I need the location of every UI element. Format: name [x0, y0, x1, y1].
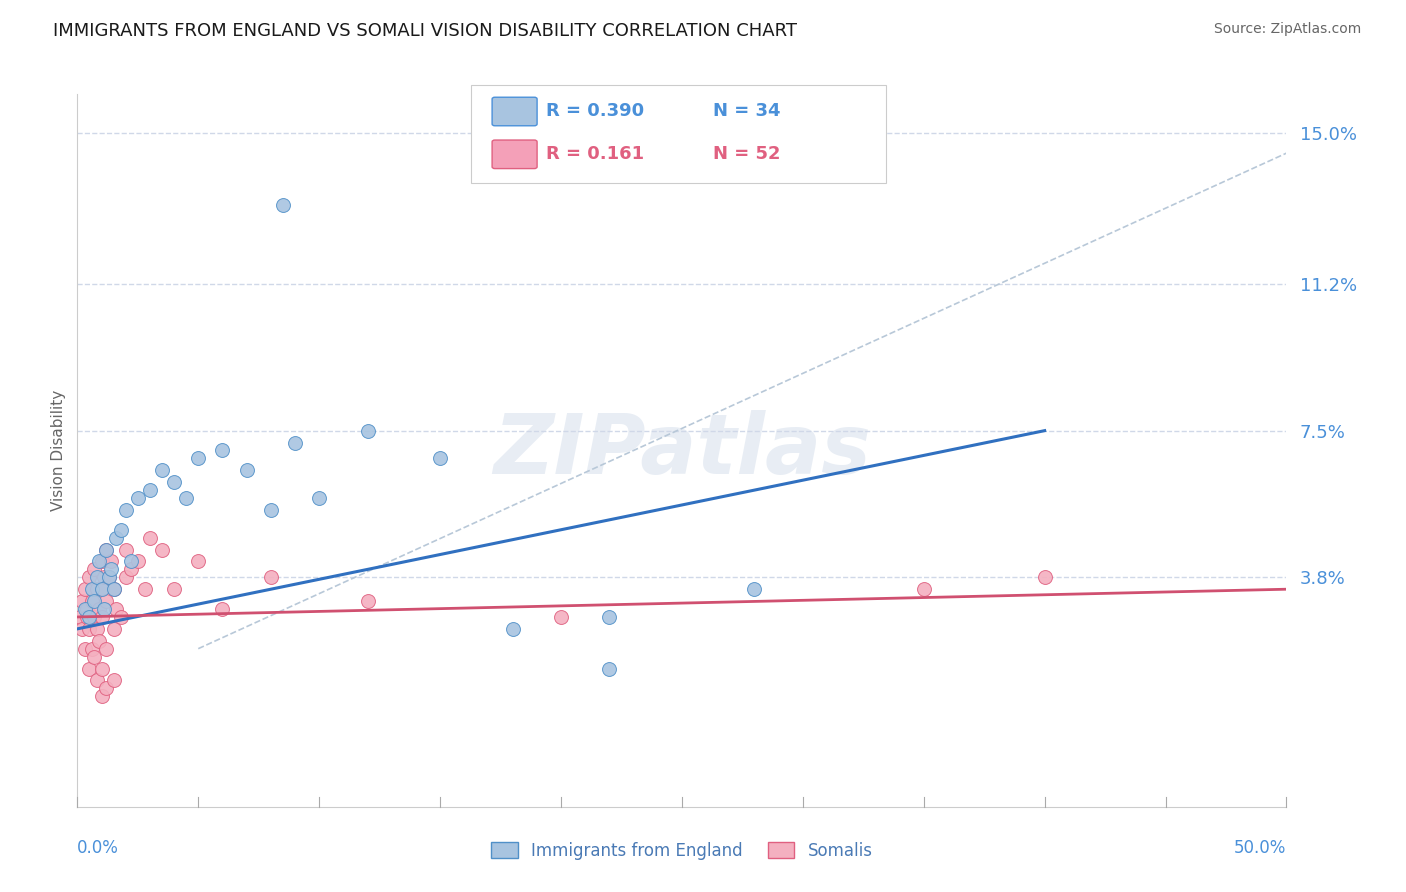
Point	[356, 424, 378, 438]
Point	[103, 622, 125, 636]
Point	[87, 554, 110, 568]
Point	[80, 641, 103, 656]
Point	[87, 633, 110, 648]
Text: ZIPatlas: ZIPatlas	[494, 410, 870, 491]
Point	[86, 622, 108, 636]
Point	[187, 554, 209, 568]
Point	[744, 582, 766, 597]
Point	[90, 554, 112, 568]
Text: Source: ZipAtlas.com: Source: ZipAtlas.com	[1213, 22, 1361, 37]
Point	[100, 562, 122, 576]
Y-axis label: Vision Disability: Vision Disability	[51, 390, 66, 511]
Point	[120, 562, 142, 576]
Point	[1033, 570, 1056, 584]
Point	[502, 622, 524, 636]
Point	[90, 610, 112, 624]
Point	[100, 554, 122, 568]
Point	[103, 582, 125, 597]
Point	[134, 582, 156, 597]
Point	[87, 602, 110, 616]
Point	[260, 570, 283, 584]
Point	[90, 582, 112, 597]
Point	[76, 610, 98, 624]
Text: 50.0%: 50.0%	[1234, 839, 1286, 857]
Point	[83, 649, 105, 664]
Point	[163, 475, 186, 490]
Point	[103, 673, 125, 688]
Point	[163, 582, 186, 597]
Point	[70, 622, 93, 636]
Text: N = 34: N = 34	[713, 103, 780, 120]
Text: R = 0.161: R = 0.161	[546, 145, 644, 163]
Point	[187, 451, 209, 466]
Point	[96, 542, 118, 557]
Point	[114, 503, 136, 517]
Text: IMMIGRANTS FROM ENGLAND VS SOMALI VISION DISABILITY CORRELATION CHART: IMMIGRANTS FROM ENGLAND VS SOMALI VISION…	[53, 22, 797, 40]
Point	[598, 610, 620, 624]
Point	[598, 661, 620, 675]
Point	[114, 570, 136, 584]
Point	[86, 570, 108, 584]
Point	[69, 610, 91, 624]
Point	[83, 610, 105, 624]
Point	[150, 542, 173, 557]
Point	[93, 570, 115, 584]
Point	[83, 562, 105, 576]
Point	[284, 435, 307, 450]
Point	[271, 197, 294, 211]
Point	[174, 491, 197, 505]
Point	[79, 622, 101, 636]
Point	[139, 483, 162, 497]
Point	[70, 594, 93, 608]
Point	[105, 531, 128, 545]
Point	[211, 443, 233, 458]
Point	[912, 582, 935, 597]
Point	[97, 570, 120, 584]
Point	[127, 491, 149, 505]
Point	[110, 610, 132, 624]
Point	[103, 582, 125, 597]
Point	[120, 554, 142, 568]
Text: N = 52: N = 52	[713, 145, 780, 163]
Point	[90, 690, 112, 704]
Point	[80, 594, 103, 608]
Point	[96, 681, 118, 696]
Point	[90, 582, 112, 597]
Point	[83, 594, 105, 608]
Point	[211, 602, 233, 616]
Point	[235, 463, 257, 477]
Point	[105, 602, 128, 616]
Point	[96, 594, 118, 608]
Point	[97, 570, 120, 584]
Point	[110, 523, 132, 537]
Point	[550, 610, 572, 624]
Point	[76, 602, 98, 616]
Point	[86, 582, 108, 597]
Point	[308, 491, 330, 505]
Text: R = 0.390: R = 0.390	[546, 103, 644, 120]
Point	[96, 641, 118, 656]
Point	[80, 582, 103, 597]
Point	[127, 554, 149, 568]
Point	[260, 503, 283, 517]
Point	[93, 602, 115, 616]
Point	[73, 641, 96, 656]
Point	[96, 542, 118, 557]
Point	[73, 602, 96, 616]
Point	[79, 661, 101, 675]
Point	[90, 661, 112, 675]
Point	[86, 673, 108, 688]
Legend: Immigrants from England, Somalis: Immigrants from England, Somalis	[485, 836, 879, 867]
Point	[356, 594, 378, 608]
Point	[79, 610, 101, 624]
Point	[139, 531, 162, 545]
Point	[73, 582, 96, 597]
Point	[150, 463, 173, 477]
Point	[429, 451, 451, 466]
Point	[79, 570, 101, 584]
Point	[114, 542, 136, 557]
Text: 0.0%: 0.0%	[77, 839, 120, 857]
